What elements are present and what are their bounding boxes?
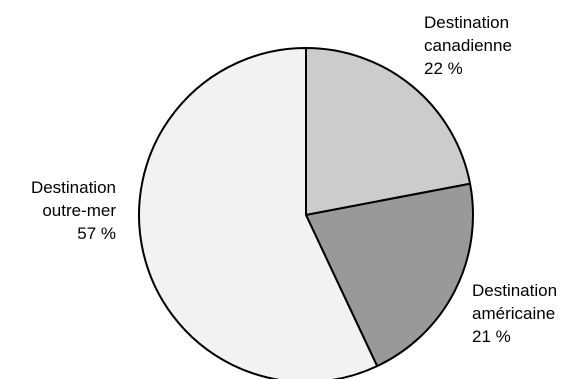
slice-label-line: américaine <box>472 304 555 323</box>
pie-slice-0 <box>305 47 472 216</box>
slice-label-1: Destination américaine 21 % <box>472 281 557 346</box>
pie-slice-2 <box>138 47 379 379</box>
pie-slices <box>138 47 474 379</box>
slice-label-line: outre-mer <box>42 201 116 220</box>
slice-label-line: Destination <box>472 281 557 300</box>
slice-value-label: 57 % <box>77 224 116 243</box>
slice-label-line: canadienne <box>424 36 512 55</box>
slice-label-line: Destination <box>424 13 509 32</box>
slice-label-line: Destination <box>31 178 116 197</box>
slice-value-label: 22 % <box>424 59 463 78</box>
slice-label-0: Destination canadienne 22 % <box>424 13 512 78</box>
slice-label-2: Destination outre-mer 57 % <box>31 178 116 243</box>
pie-slice-1 <box>305 182 474 368</box>
pie-labels: Destination canadienne 22 % Destination amér… <box>31 13 557 346</box>
slice-value-label: 21 % <box>472 327 511 346</box>
